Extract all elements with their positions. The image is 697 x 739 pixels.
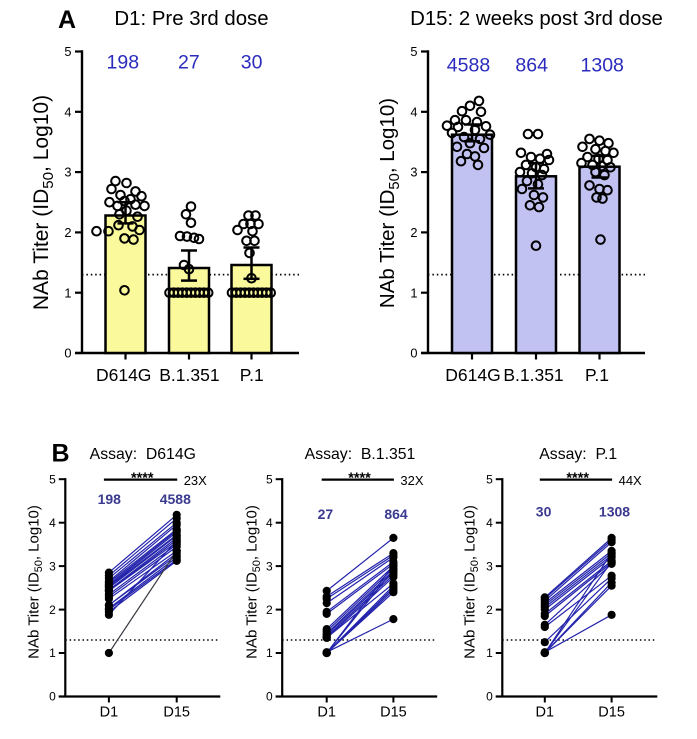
svg-text:Assay: B.1.351: Assay: B.1.351 — [305, 446, 416, 463]
svg-text:0: 0 — [64, 346, 71, 361]
svg-text:44X: 44X — [619, 473, 642, 488]
svg-text:4: 4 — [486, 516, 493, 530]
svg-text:30: 30 — [536, 504, 552, 520]
svg-text:B.1.351: B.1.351 — [503, 365, 563, 385]
svg-text:0: 0 — [410, 346, 417, 361]
svg-text:D15: 2 weeks post 3rd dose: D15: 2 weeks post 3rd dose — [410, 8, 663, 30]
svg-text:P.1: P.1 — [240, 365, 264, 385]
svg-text:5: 5 — [410, 44, 417, 59]
svg-text:1: 1 — [486, 646, 493, 660]
svg-text:864: 864 — [515, 54, 548, 76]
svg-text:1: 1 — [266, 646, 273, 660]
svg-text:198: 198 — [98, 491, 122, 507]
svg-text:4588: 4588 — [447, 54, 490, 76]
svg-text:2: 2 — [64, 225, 71, 240]
svg-text:3: 3 — [49, 559, 56, 573]
svg-text:Assay: P.1: Assay: P.1 — [539, 446, 617, 463]
svg-text:4: 4 — [410, 104, 417, 119]
svg-text:27: 27 — [178, 52, 200, 74]
svg-text:1: 1 — [410, 285, 417, 300]
svg-text:1: 1 — [49, 646, 56, 660]
svg-text:NAb Titer (ID50, Log10): NAb Titer (ID50, Log10) — [244, 505, 263, 659]
svg-text:864: 864 — [384, 506, 408, 522]
svg-text:3: 3 — [410, 165, 417, 180]
svg-text:NAb Titer (ID50, Log10): NAb Titer (ID50, Log10) — [26, 505, 45, 659]
svg-text:D15: D15 — [163, 705, 190, 721]
svg-text:D1: D1 — [536, 705, 555, 721]
svg-text:4588: 4588 — [160, 491, 191, 507]
svg-text:4: 4 — [49, 516, 56, 530]
svg-text:198: 198 — [107, 52, 140, 74]
svg-text:5: 5 — [266, 472, 273, 486]
svg-text:2: 2 — [410, 225, 417, 240]
svg-text:5: 5 — [49, 472, 56, 486]
svg-text:****: **** — [566, 470, 589, 486]
svg-text:P.1: P.1 — [585, 365, 609, 385]
svg-text:30: 30 — [241, 52, 263, 74]
svg-text:0: 0 — [49, 690, 56, 704]
svg-text:A: A — [58, 6, 76, 34]
svg-text:2: 2 — [486, 603, 493, 617]
svg-text:5: 5 — [64, 44, 71, 59]
svg-text:23X: 23X — [184, 473, 207, 488]
svg-text:Assay: D614G: Assay: D614G — [90, 446, 196, 463]
svg-text:2: 2 — [49, 603, 56, 617]
svg-text:NAb Titer (ID50, Log10): NAb Titer (ID50, Log10) — [376, 98, 403, 308]
svg-text:4: 4 — [64, 104, 71, 119]
svg-text:3: 3 — [486, 559, 493, 573]
svg-text:3: 3 — [266, 559, 273, 573]
svg-text:D1: Pre 3rd dose: D1: Pre 3rd dose — [114, 8, 268, 30]
svg-text:1308: 1308 — [581, 54, 624, 76]
svg-text:1308: 1308 — [599, 504, 630, 520]
svg-text:D614G: D614G — [96, 365, 151, 385]
svg-text:****: **** — [348, 470, 371, 486]
svg-text:D1: D1 — [317, 705, 336, 721]
svg-text:0: 0 — [486, 690, 493, 704]
svg-text:5: 5 — [486, 472, 493, 486]
svg-text:NAb Titer (ID50, Log10): NAb Titer (ID50, Log10) — [462, 505, 481, 659]
svg-text:NAb Titer (ID50, Log10): NAb Titer (ID50, Log10) — [30, 95, 57, 310]
svg-text:3: 3 — [64, 165, 71, 180]
svg-text:0: 0 — [266, 690, 273, 704]
svg-text:2: 2 — [266, 603, 273, 617]
svg-text:****: **** — [131, 470, 154, 486]
svg-text:B.1.351: B.1.351 — [159, 365, 219, 385]
svg-text:32X: 32X — [400, 473, 423, 488]
svg-text:1: 1 — [64, 285, 71, 300]
svg-text:B: B — [51, 440, 69, 468]
svg-text:D15: D15 — [598, 705, 625, 721]
svg-text:4: 4 — [266, 516, 273, 530]
svg-text:D614G: D614G — [445, 365, 500, 385]
svg-text:D15: D15 — [380, 705, 407, 721]
svg-text:27: 27 — [318, 506, 334, 522]
svg-text:D1: D1 — [100, 705, 119, 721]
